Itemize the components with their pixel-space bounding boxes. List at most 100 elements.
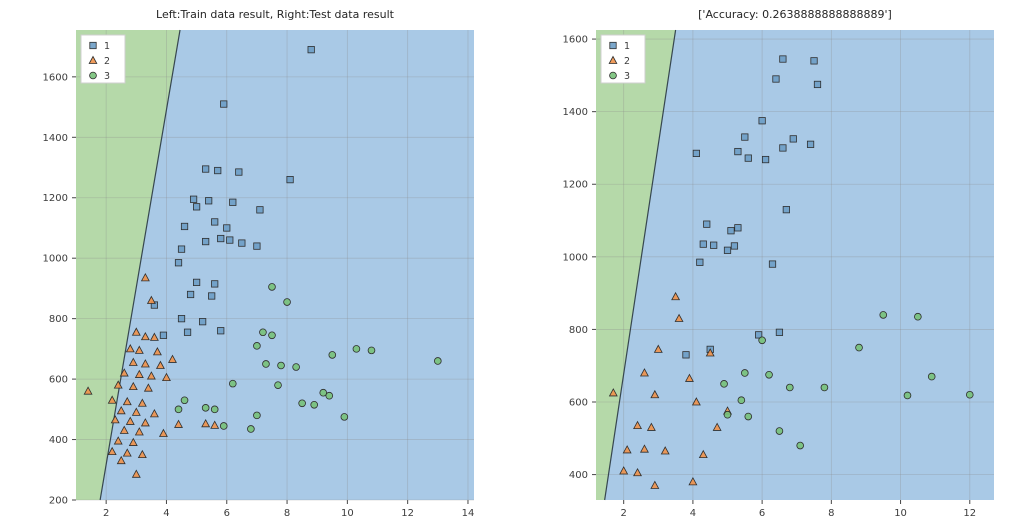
- scatter-point: [210, 405, 219, 414]
- scatter-point: [277, 361, 285, 370]
- scatter-point: [202, 237, 210, 246]
- scatter-point: [128, 437, 138, 446]
- series-1: [682, 55, 822, 359]
- scatter-point: [259, 328, 267, 337]
- scatter-point: [820, 383, 829, 392]
- scatter-point: [193, 203, 201, 211]
- scatter-point: [202, 165, 210, 173]
- y-tick-label: 1400: [43, 133, 68, 144]
- scatter-point: [174, 419, 183, 428]
- scatter-point: [247, 425, 255, 433]
- legend-marker-1: [609, 41, 617, 50]
- decision-region-left: [596, 30, 676, 500]
- scatter-point: [903, 391, 912, 400]
- train-chart: Left:Train data result, Right:Test data …: [20, 6, 484, 528]
- scatter-point: [214, 166, 222, 175]
- scatter-point: [796, 441, 804, 450]
- scatter-point: [660, 446, 670, 455]
- scatter-point: [779, 55, 787, 63]
- scatter-point: [298, 399, 306, 408]
- scatter-point: [113, 436, 123, 445]
- scatter-point: [710, 241, 718, 249]
- scatter-point: [810, 57, 818, 65]
- scatter-point: [789, 135, 797, 143]
- scatter-point: [140, 359, 150, 368]
- scatter-point: [110, 415, 120, 424]
- scatter-point: [340, 413, 349, 421]
- scatter-point: [189, 195, 198, 203]
- scatter-point: [292, 363, 300, 371]
- y-tick-label: 800: [49, 314, 68, 325]
- scatter-point: [765, 370, 773, 379]
- scatter-point: [140, 418, 150, 427]
- scatter-point: [650, 480, 660, 489]
- x-tick-label: 6: [224, 508, 230, 519]
- scatter-point: [768, 260, 777, 268]
- scatter-point: [325, 391, 334, 400]
- series-1: [150, 46, 315, 339]
- scatter-point: [712, 422, 722, 431]
- scatter-point: [134, 345, 144, 354]
- scatter-point: [228, 379, 237, 388]
- legend: 1 2 3: [80, 34, 126, 84]
- y-tick-label: 400: [49, 435, 68, 446]
- scatter-point: [134, 427, 144, 436]
- scatter-point: [772, 75, 780, 83]
- y-tick-label: 1600: [43, 72, 68, 83]
- scatter-point: [220, 100, 228, 108]
- scatter-point: [674, 313, 684, 322]
- scatter-point: [131, 469, 141, 478]
- scatter-point: [352, 345, 361, 353]
- train-chart-plot: 2 4 6 8 10 12 14200400600800100012001400160012…: [43, 29, 475, 519]
- x-tick-label: 12: [963, 508, 976, 519]
- scatter-point: [734, 147, 742, 156]
- y-tick-label: 1000: [563, 252, 588, 263]
- scatter-point: [622, 445, 632, 454]
- x-tick-label: 6: [759, 508, 765, 519]
- scatter-point: [128, 357, 138, 366]
- scatter-point: [122, 448, 132, 457]
- scatter-point: [119, 425, 129, 434]
- scatter-point: [253, 242, 261, 250]
- test-chart: ['Accuracy: 0.2638888888888889'] 2 4 6 8 10 1…: [540, 6, 1004, 528]
- x-tick-label: 8: [828, 508, 834, 519]
- scatter-point: [155, 360, 165, 369]
- scatter-point: [755, 331, 763, 339]
- scatter-point: [319, 388, 328, 397]
- scatter-point: [741, 369, 749, 377]
- scatter-point: [217, 327, 225, 335]
- scatter-point: [116, 405, 126, 415]
- scatter-point: [723, 246, 732, 254]
- x-tick-label: 14: [462, 508, 475, 519]
- scatter-point: [650, 389, 660, 399]
- scatter-point: [83, 386, 93, 395]
- scatter-point: [256, 206, 264, 214]
- scatter-point: [619, 466, 629, 475]
- scatter-point: [855, 343, 863, 352]
- scatter-point: [146, 295, 156, 304]
- scatter-point: [149, 332, 159, 341]
- scatter-point: [691, 397, 701, 406]
- scatter-point: [699, 240, 707, 248]
- scatter-point: [235, 168, 243, 176]
- legend-marker-3: [609, 71, 617, 80]
- scatter-point: [199, 318, 207, 326]
- scatter-point: [813, 80, 822, 89]
- legend-label: 1: [624, 41, 630, 52]
- scatter-point: [125, 344, 135, 353]
- scatter-point: [174, 405, 183, 414]
- legend-marker-2: [88, 55, 98, 64]
- scatter-point: [639, 444, 649, 453]
- y-tick-label: 1200: [43, 193, 68, 204]
- scatter-point: [137, 449, 147, 459]
- x-tick-label: 8: [284, 508, 290, 519]
- legend: 1 2 3: [600, 34, 646, 84]
- scatter-point: [741, 133, 749, 141]
- x-tick-label: 4: [163, 508, 169, 519]
- scatter-point: [806, 140, 815, 148]
- scatter-point: [703, 220, 711, 228]
- y-tick-label: 600: [49, 375, 68, 386]
- y-tick-label: 1400: [563, 107, 588, 118]
- train-chart-title: Left:Train data result, Right:Test data …: [156, 8, 394, 21]
